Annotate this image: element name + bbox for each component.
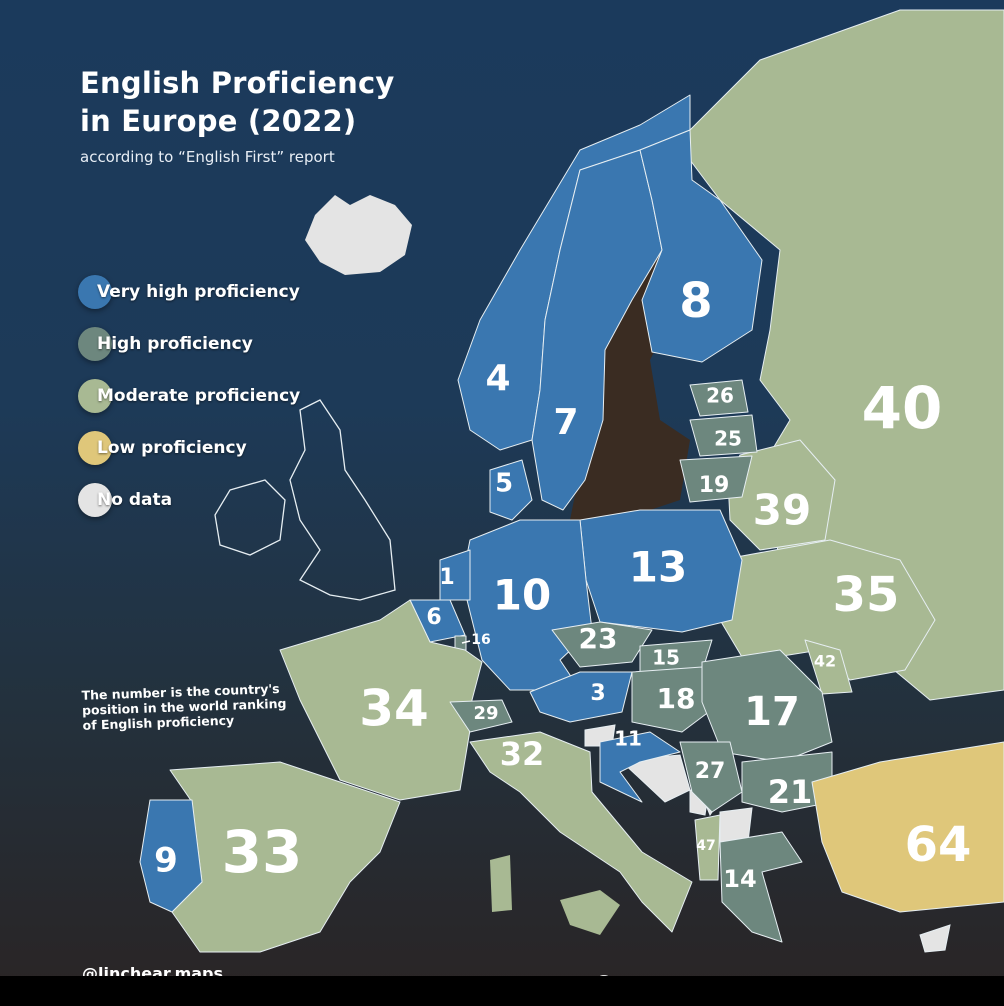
- rank-label-serbia: 27: [695, 759, 726, 784]
- country-serbia: [679, 741, 743, 813]
- legend-moderate: Moderate proficiency: [78, 370, 300, 422]
- country-austria: [529, 671, 633, 723]
- great-britain-outline: [289, 399, 396, 601]
- rank-label-turkey: 64: [905, 817, 972, 873]
- credit: @linchear.maps: [82, 964, 224, 983]
- country-poland: [579, 509, 743, 633]
- legend-no-data: No data: [78, 474, 172, 526]
- rank-label-slovakia: 15: [652, 646, 680, 670]
- rank-label-spain: 33: [222, 818, 303, 886]
- country-italy: [469, 731, 693, 933]
- rank-label-moldova: 42: [814, 652, 836, 671]
- legend-swatch: [78, 483, 112, 517]
- country-latvia: [689, 414, 758, 457]
- rank-label-greece: 14: [723, 865, 756, 893]
- legend-label: Very high proficiency: [97, 282, 300, 302]
- rank-label-france: 34: [359, 680, 429, 738]
- rank-label-latvia: 25: [714, 427, 742, 451]
- country-hungary: [631, 666, 723, 733]
- iceland-no-data: [305, 195, 412, 275]
- country-bulgaria: [741, 751, 833, 813]
- ireland-outline: [214, 479, 286, 556]
- rank-label-ukraine: 35: [833, 567, 900, 623]
- country-netherlands: [439, 549, 471, 601]
- country-greece: [719, 831, 803, 943]
- rank-label-estonia: 26: [706, 384, 734, 408]
- rank-label-sweden: 7: [553, 402, 578, 443]
- rank-label-bulgaria: 21: [768, 773, 813, 811]
- rank-label-belarus: 39: [753, 486, 811, 535]
- country-lithuania: [679, 455, 753, 503]
- legend-label: No data: [97, 490, 173, 510]
- rank-label-germany: 10: [493, 571, 551, 620]
- rank-label-switzerland: 29: [473, 703, 498, 724]
- rank-label-finland: 8: [679, 273, 712, 329]
- legend-label: Low proficiency: [97, 438, 247, 458]
- rank-label-italy: 32: [500, 735, 545, 773]
- ranking-note: The number is the country's position in …: [81, 680, 287, 733]
- sicily: [560, 890, 620, 935]
- rank-label-portugal: 9: [154, 841, 178, 881]
- country-croatia: [599, 731, 681, 803]
- luxembourg-leader-line: [461, 640, 471, 644]
- subtitle: according to “English First” report: [80, 148, 335, 166]
- legend-swatch: [78, 327, 112, 361]
- country-switzerland: [449, 699, 513, 733]
- country-portugal: [139, 799, 203, 913]
- cyprus-no-data: [919, 924, 951, 953]
- legend-swatch: [78, 275, 112, 309]
- legend-swatch: [78, 431, 112, 465]
- title-line-1: English Proficiency: [80, 66, 395, 100]
- legend-very-high: Very high proficiency: [78, 266, 300, 318]
- country-germany: [461, 519, 593, 691]
- rank-label-austria: 3: [590, 681, 605, 706]
- legend-swatch: [78, 379, 112, 413]
- rank-label-albania: 47: [696, 838, 715, 854]
- country-moldova: [804, 639, 853, 695]
- rank-label-belgium: 6: [426, 605, 441, 630]
- rank-label-poland: 13: [629, 543, 687, 592]
- malta-no-data: [595, 975, 613, 993]
- country-denmark: [489, 459, 533, 521]
- north-macedonia-no-data: [719, 807, 753, 843]
- rank-label-norway: 4: [485, 358, 510, 399]
- country-ukraine: [719, 539, 936, 681]
- sardinia: [490, 855, 512, 912]
- rank-label-hungary: 18: [657, 682, 696, 715]
- rank-label-netherlands: 1: [439, 565, 454, 590]
- legend-label: High proficiency: [97, 334, 253, 354]
- rank-label-russia: 40: [862, 374, 943, 442]
- legend-high: High proficiency: [78, 318, 253, 370]
- country-finland: [639, 129, 763, 363]
- rank-label-romania: 17: [744, 689, 800, 735]
- country-estonia: [689, 379, 749, 417]
- country-luxembourg: [454, 635, 467, 651]
- country-romania: [701, 649, 833, 763]
- rank-label-croatia: 11: [614, 727, 642, 751]
- country-albania: [694, 814, 721, 881]
- legend-low: Low proficiency: [78, 422, 247, 474]
- rank-label-lithuania: 19: [699, 473, 730, 498]
- country-turkey: [811, 741, 1004, 913]
- legend-label: Moderate proficiency: [97, 386, 301, 406]
- legend: Very high proficiency High proficiency M…: [78, 266, 300, 526]
- rank-label-luxembourg: 16: [471, 632, 490, 648]
- rank-label-czechia: 23: [579, 622, 618, 655]
- title-line-2: in Europe (2022): [80, 104, 357, 138]
- page-title: English Proficiency in Europe (2022): [80, 64, 394, 140]
- rank-label-denmark: 5: [495, 469, 513, 499]
